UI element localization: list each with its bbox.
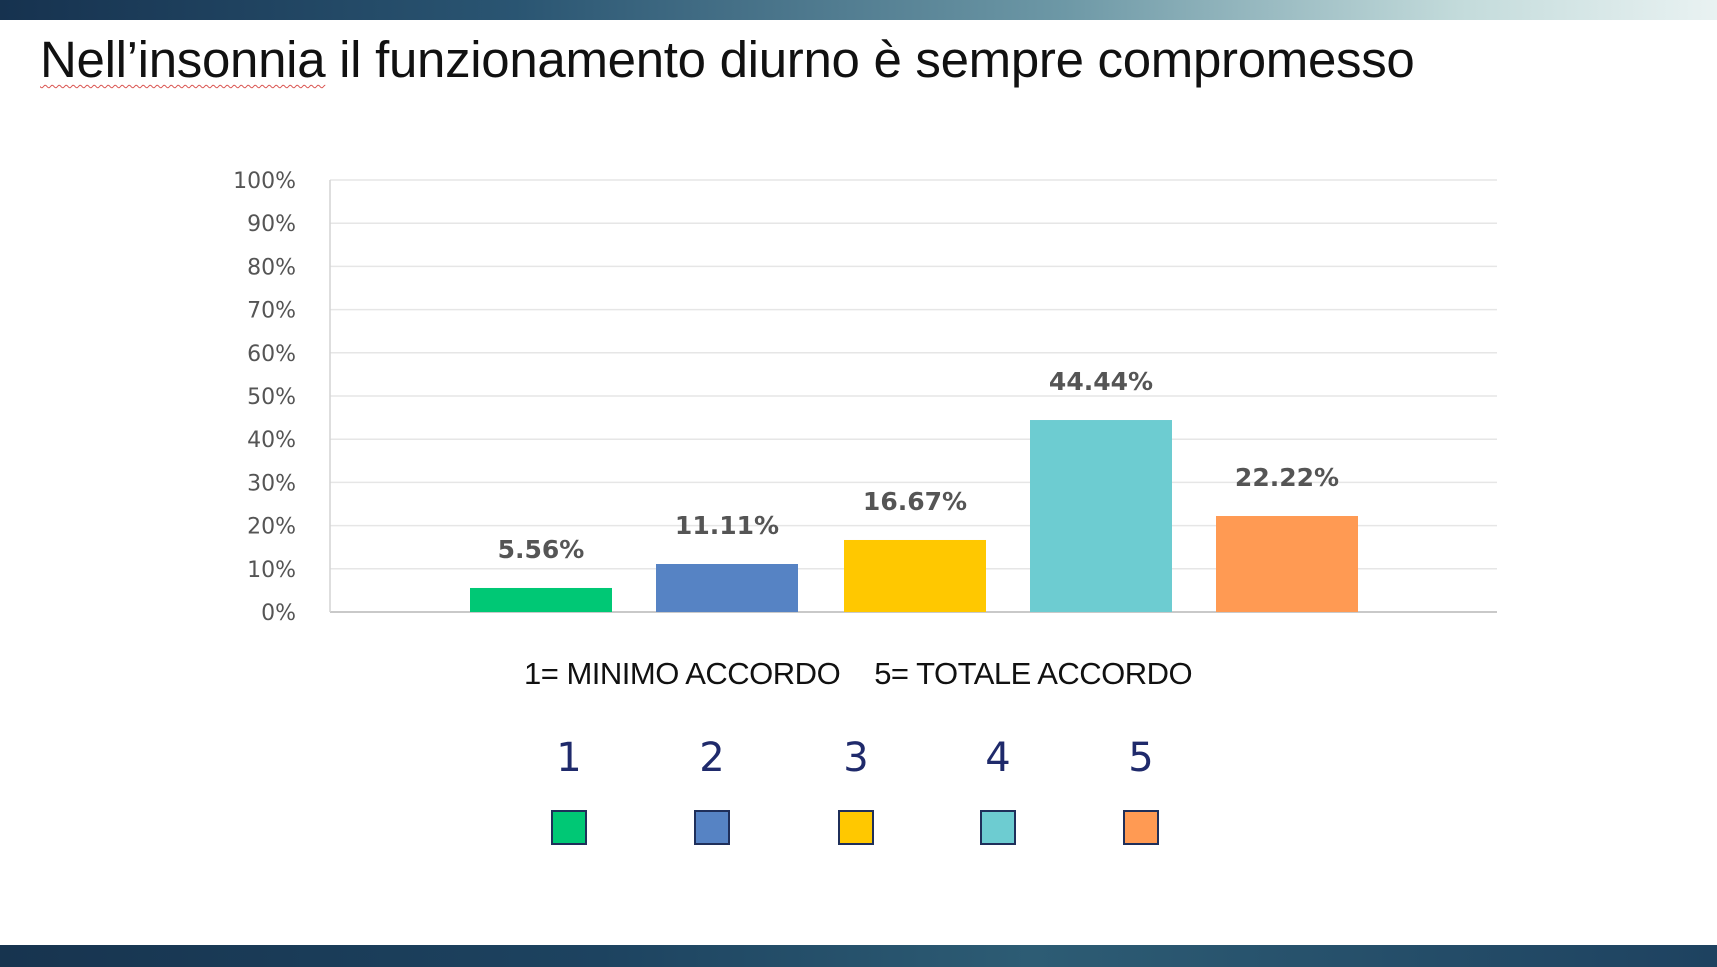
- scale-min-label: 1= MINIMO ACCORDO: [524, 656, 841, 691]
- legend-number: 4: [985, 735, 1011, 781]
- legend-number: 3: [843, 735, 869, 781]
- y-tick-label: 0%: [261, 601, 296, 626]
- legend-swatch: [980, 810, 1016, 845]
- scale-note: 1= MINIMO ACCORDO 5= TOTALE ACCORDO: [524, 656, 1193, 692]
- legend-item: 4: [968, 734, 1028, 845]
- data-label: 22.22%: [1235, 463, 1339, 492]
- legend-item: 1: [539, 734, 599, 845]
- legend-item: 5: [1111, 734, 1171, 845]
- legend-number: 2: [699, 735, 725, 781]
- bottom-decorative-band: [0, 945, 1717, 967]
- title-rest: il funzionamento diurno è sempre comprom…: [325, 31, 1415, 88]
- y-tick-label: 10%: [247, 558, 296, 583]
- slide-title: Nell’insonnia il funzionamento diurno è …: [40, 30, 1415, 89]
- data-label: 16.67%: [863, 487, 967, 516]
- bar: [1216, 516, 1358, 612]
- y-tick-label: 50%: [247, 385, 296, 410]
- y-tick-label: 90%: [247, 212, 296, 237]
- legend-swatch: [551, 810, 587, 845]
- title-first-word: Nell’insonnia: [40, 31, 326, 88]
- bar-chart: 0% 10% 20% 30% 40% 50% 60% 70% 80% 90% 100% 5.56% 11…: [233, 169, 1497, 626]
- data-label: 44.44%: [1049, 367, 1153, 396]
- legend-item: 3: [826, 734, 886, 845]
- legend-swatch: [694, 810, 730, 845]
- top-decorative-band: [0, 0, 1717, 20]
- bar: [844, 539, 986, 612]
- y-tick-label: 70%: [247, 299, 296, 324]
- legend-number: 5: [1128, 735, 1154, 781]
- y-tick-label: 100%: [233, 169, 296, 194]
- legend-swatch: [838, 810, 874, 845]
- y-tick-label: 60%: [247, 342, 296, 367]
- y-tick-label: 30%: [247, 471, 296, 496]
- legend-item: 2: [682, 734, 742, 845]
- scale-max-label: 5= TOTALE ACCORDO: [874, 656, 1193, 691]
- legend-swatch: [1123, 810, 1159, 845]
- y-tick-label: 20%: [247, 515, 296, 540]
- data-label: 11.11%: [675, 511, 779, 540]
- bar: [1030, 420, 1172, 612]
- legend-number: 1: [556, 735, 582, 781]
- y-tick-label: 40%: [247, 428, 296, 453]
- data-label: 5.56%: [498, 535, 585, 564]
- bar: [656, 564, 798, 612]
- bar: [470, 587, 612, 612]
- y-tick-label: 80%: [247, 255, 296, 280]
